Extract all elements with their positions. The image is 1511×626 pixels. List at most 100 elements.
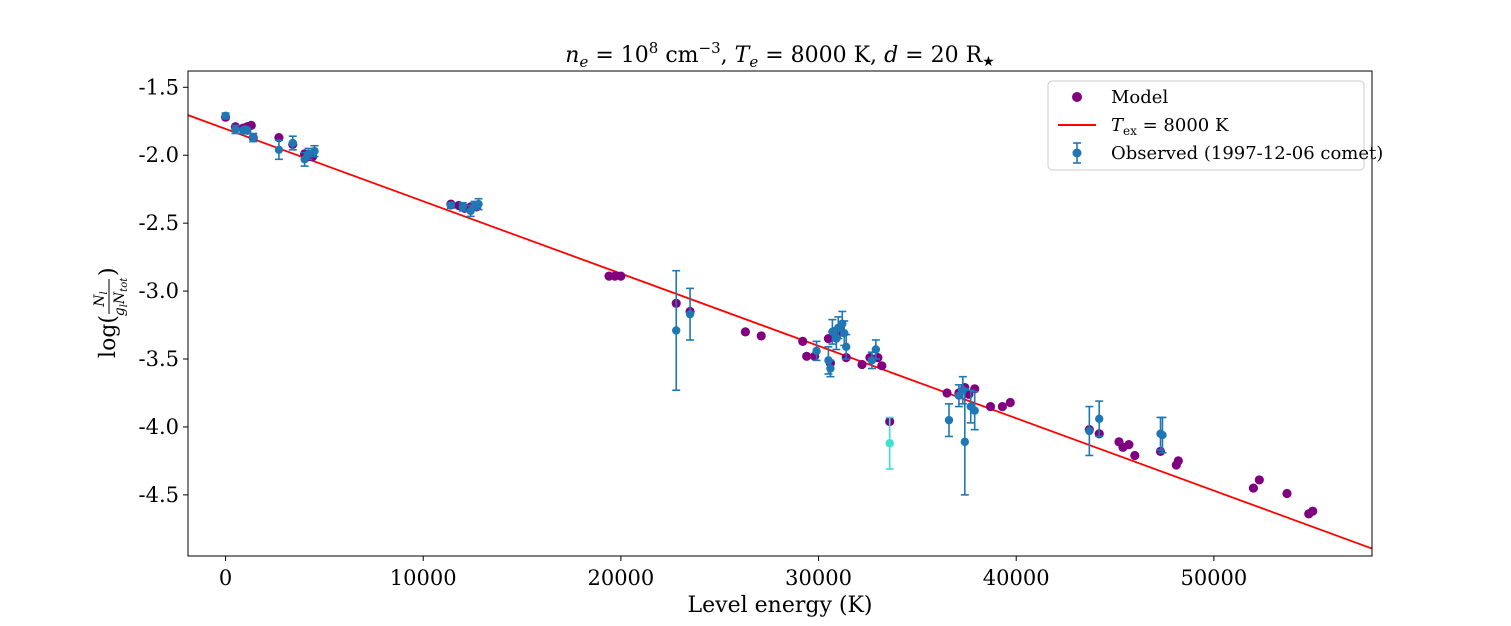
observed-point <box>249 132 258 143</box>
observed-marker <box>672 326 681 335</box>
legend-box <box>1047 80 1365 171</box>
model-point <box>877 361 887 371</box>
model-point <box>1248 483 1259 493</box>
model-point <box>802 351 812 361</box>
model-point <box>997 401 1007 412</box>
observed-marker <box>828 327 837 337</box>
legend-observed-marker <box>1072 142 1082 164</box>
fit-line <box>188 114 1372 550</box>
observed-point <box>1158 416 1167 454</box>
observed-marker <box>867 356 877 365</box>
observed-marker <box>812 346 821 356</box>
observed-point <box>221 111 230 121</box>
y-ticks: -1.5 -2.0 -2.5 -3.0 -3.5 -4.0 -4.5 <box>139 75 188 507</box>
svg-text:log(: log( <box>96 315 121 358</box>
observed-outlier-point <box>885 416 894 470</box>
observed-marker <box>944 415 954 425</box>
observed-marker <box>221 111 230 121</box>
x-tick-label: 10000 <box>390 566 457 590</box>
x-tick-label: 20000 <box>587 566 654 590</box>
observed-point <box>288 135 297 151</box>
model-point <box>1308 506 1318 516</box>
model-point <box>798 336 808 346</box>
observed-marker <box>1085 426 1094 436</box>
legend-model-marker <box>1072 92 1082 102</box>
observed-point <box>842 333 851 360</box>
y-tick-label: -2.0 <box>139 143 180 167</box>
observed-marker <box>310 146 319 156</box>
model-point <box>985 401 996 412</box>
observed-point <box>474 197 483 211</box>
model-point <box>756 331 766 341</box>
observed-marker <box>231 125 240 134</box>
axes-frame <box>187 70 1373 557</box>
model-point <box>1005 397 1015 408</box>
observed-marker <box>446 201 456 210</box>
y-tick-label: -4.5 <box>139 483 180 507</box>
observed-point <box>446 201 456 210</box>
x-tick-label: 50000 <box>1180 566 1247 590</box>
observed-point <box>960 388 970 496</box>
y-tick-label: -3.0 <box>139 279 180 303</box>
legend: Model Tex = 8000 K Observed (1997-12-06 … <box>1047 80 1383 171</box>
y-tick-label: -2.5 <box>139 211 180 235</box>
observed-point <box>231 124 240 135</box>
legend-line-label: Tex = 8000 K <box>1111 115 1229 138</box>
observed-points-layer <box>221 111 1167 496</box>
observed-point <box>310 144 319 158</box>
model-point <box>740 327 751 337</box>
observed-marker <box>1095 414 1104 423</box>
chart-title: ne = 108 cm−3, Te = 8000 K, d = 20 R★ <box>565 39 994 71</box>
observed-marker <box>840 328 849 338</box>
observed-marker <box>685 309 695 319</box>
x-tick-label: 30000 <box>785 566 852 590</box>
svg-text:Nl: Nl <box>92 291 110 307</box>
observed-marker <box>842 342 851 351</box>
y-axis-label: log( Nl glNtot ) <box>92 267 130 358</box>
legend-observed-label: Observed (1997-12-06 comet) <box>1111 143 1383 164</box>
fit-line-layer <box>188 114 1372 550</box>
model-point <box>616 271 626 281</box>
observed-point <box>812 340 821 362</box>
x-tick-label: 0 <box>219 566 232 590</box>
observed-marker <box>970 406 979 415</box>
observed-point <box>458 201 467 212</box>
model-point <box>942 388 952 398</box>
observed-point <box>871 339 881 360</box>
observed-point <box>672 269 681 392</box>
model-point <box>1254 475 1264 485</box>
observed-marker <box>871 345 881 354</box>
observed-marker <box>458 202 467 212</box>
observed-marker <box>274 145 284 154</box>
observed-point <box>685 287 695 341</box>
y-tick-label: -3.5 <box>139 347 180 371</box>
observed-marker <box>826 364 835 373</box>
model-point <box>1173 456 1183 466</box>
model-point <box>823 334 834 344</box>
observed-marker <box>1158 430 1167 440</box>
y-tick-label: -1.5 <box>139 75 180 99</box>
model-point <box>1130 450 1140 461</box>
observed-marker <box>288 138 297 148</box>
svg-text:): ) <box>96 267 121 276</box>
model-point <box>857 359 867 370</box>
model-points-layer <box>220 112 1318 519</box>
observed-marker <box>885 439 894 448</box>
observed-marker <box>474 199 483 209</box>
y-tick-label: -4.0 <box>139 415 180 439</box>
observed-point <box>944 403 954 438</box>
observed-point <box>1085 405 1094 457</box>
observed-point <box>274 139 284 161</box>
observed-point <box>970 390 979 431</box>
model-point <box>1282 488 1292 499</box>
x-ticks: 0 10000 20000 30000 40000 50000 <box>219 556 1247 590</box>
observed-marker <box>960 437 970 447</box>
observed-marker <box>249 133 258 142</box>
observed-marker <box>958 386 968 395</box>
observed-point <box>826 359 835 378</box>
x-axis-label: Level energy (K) <box>688 593 873 618</box>
model-point <box>1124 439 1134 450</box>
legend-model-label: Model <box>1111 87 1168 108</box>
svg-text:glNtot: glNtot <box>112 277 130 316</box>
